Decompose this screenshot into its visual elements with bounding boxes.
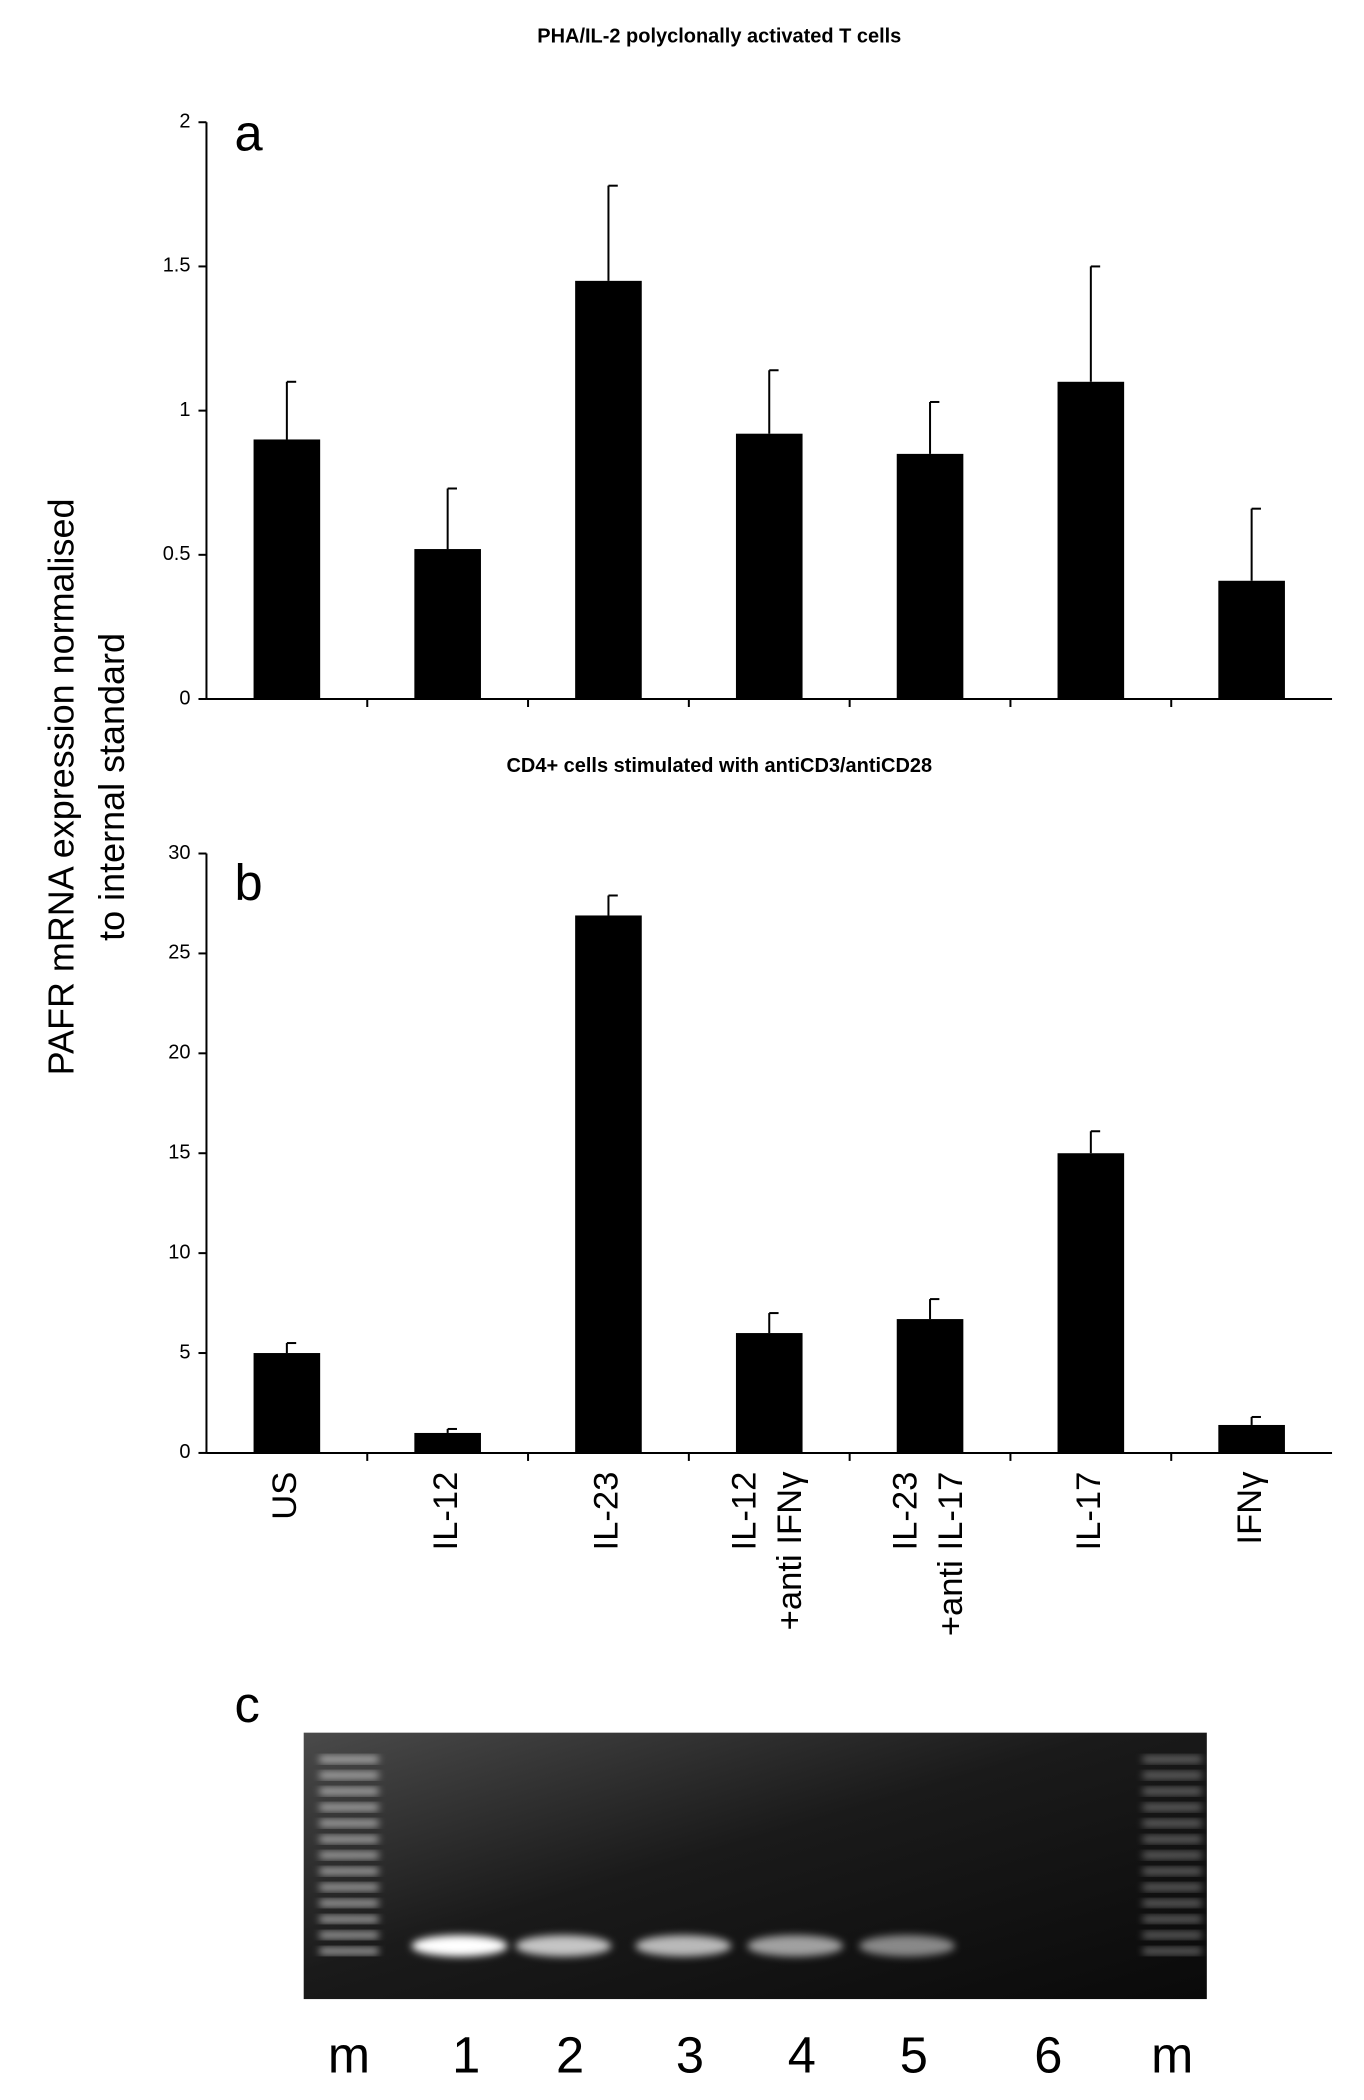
bar <box>1057 1153 1125 1453</box>
x-tick-label: +anti IFNγ <box>771 1471 809 1630</box>
x-tick-label: US <box>266 1472 304 1520</box>
error-bar <box>768 1312 779 1334</box>
bar <box>735 433 803 700</box>
error-bar <box>1250 1415 1261 1425</box>
ladder-band <box>1142 1772 1202 1778</box>
ladder-band <box>1142 1884 1202 1890</box>
lane-label: 2 <box>556 2026 584 2083</box>
bar <box>1218 1424 1285 1453</box>
y-tick-label: 20 <box>168 1042 190 1064</box>
bar <box>414 549 481 700</box>
panel-letter: c <box>234 1676 259 1733</box>
ladder-band <box>319 1948 379 1954</box>
ladder-band <box>319 1900 379 1906</box>
ladder-band <box>1142 1836 1202 1842</box>
y-tick-label: 5 <box>179 1341 190 1363</box>
y-tick-label: 25 <box>168 942 190 964</box>
y-tick-label: 0 <box>179 1441 190 1463</box>
x-tick-label: IL-17 <box>1070 1472 1108 1551</box>
bar <box>896 1319 964 1453</box>
bar <box>253 439 321 700</box>
y-tick-label: 15 <box>168 1142 190 1164</box>
ladder-band <box>319 1804 379 1810</box>
gel-band <box>859 1935 956 1957</box>
y-tick-label: 2 <box>179 111 190 133</box>
ladder-band <box>319 1884 379 1890</box>
ladder-band <box>319 1932 379 1938</box>
x-tick-label: IL-12 <box>726 1472 764 1551</box>
bar <box>735 1333 803 1453</box>
bar <box>253 1353 321 1453</box>
panel-letter: a <box>234 104 263 161</box>
ladder-band <box>1142 1804 1202 1810</box>
error-bar <box>446 487 457 550</box>
ladder-band <box>1142 1932 1202 1938</box>
chart-title: CD4+ cells stimulated with antiCD3/antiC… <box>507 755 933 777</box>
y-tick-label: 10 <box>168 1241 190 1263</box>
lane-label: 1 <box>452 2026 480 2083</box>
error-bar <box>285 380 297 440</box>
lane-label: m <box>1151 2026 1193 2083</box>
error-bar <box>929 400 940 454</box>
error-bar <box>1250 507 1261 581</box>
ladder-band <box>319 1820 379 1826</box>
error-bar <box>285 1342 297 1354</box>
x-tick-label: IFNγ <box>1231 1471 1269 1545</box>
ladder-band <box>319 1836 379 1842</box>
gel-band <box>635 1935 732 1957</box>
gel-image <box>303 1732 1207 2000</box>
error-bar <box>1089 265 1101 382</box>
panel-letter: b <box>234 854 262 911</box>
bar <box>896 453 964 700</box>
bar <box>575 915 642 1453</box>
lane-label: 5 <box>900 2026 928 2083</box>
x-tick-label: IL-12 <box>427 1472 465 1551</box>
ladder-band <box>319 1756 379 1762</box>
ladder-band <box>1142 1852 1202 1858</box>
error-bar <box>929 1298 940 1320</box>
ladder-band <box>1142 1916 1202 1922</box>
lane-label: 6 <box>1034 2026 1062 2083</box>
bar <box>1218 580 1285 700</box>
error-bar <box>1089 1130 1101 1154</box>
error-bar <box>607 894 618 916</box>
y-tick-label: 1.5 <box>163 255 191 277</box>
ladder-band <box>1142 1788 1202 1794</box>
chart-title: PHA/IL-2 polyclonally activated T cells <box>537 25 901 47</box>
error-bar <box>768 369 779 434</box>
x-tick-label: +anti IL-17 <box>932 1472 970 1637</box>
ladder-band <box>319 1788 379 1794</box>
ladder-band <box>319 1868 379 1874</box>
y-label: PAFR mRNA expression normalised to inter… <box>40 499 132 1076</box>
ladder-band <box>1142 1900 1202 1906</box>
y-tick-label: 1 <box>179 399 190 421</box>
gel-band <box>747 1935 844 1957</box>
lane-label: m <box>328 2026 370 2083</box>
y-tick-label: 30 <box>168 842 190 864</box>
ladder-band <box>319 1772 379 1778</box>
error-bar <box>446 1427 457 1433</box>
y-label-line: PAFR mRNA expression normalised <box>40 499 81 1076</box>
lane-label: 3 <box>676 2026 704 2083</box>
bar <box>1057 381 1125 700</box>
x-tick-label: IL-23 <box>887 1472 925 1551</box>
ladder-band <box>319 1852 379 1858</box>
y-tick-label: 0 <box>179 687 190 709</box>
lane-label: 4 <box>788 2026 816 2083</box>
ladder-band <box>1142 1820 1202 1826</box>
y-tick-label: 0.5 <box>163 543 191 565</box>
gel-band <box>515 1935 612 1957</box>
y-label-line: to internal standard <box>91 633 132 941</box>
x-tick-label: IL-23 <box>588 1472 626 1551</box>
bar <box>575 280 642 700</box>
error-bar <box>607 184 618 281</box>
ladder-band <box>319 1916 379 1922</box>
bar <box>414 1432 481 1453</box>
ladder-band <box>1142 1756 1202 1762</box>
gel-band <box>411 1935 508 1957</box>
ladder-band <box>1142 1948 1202 1954</box>
ladder-band <box>1142 1868 1202 1874</box>
